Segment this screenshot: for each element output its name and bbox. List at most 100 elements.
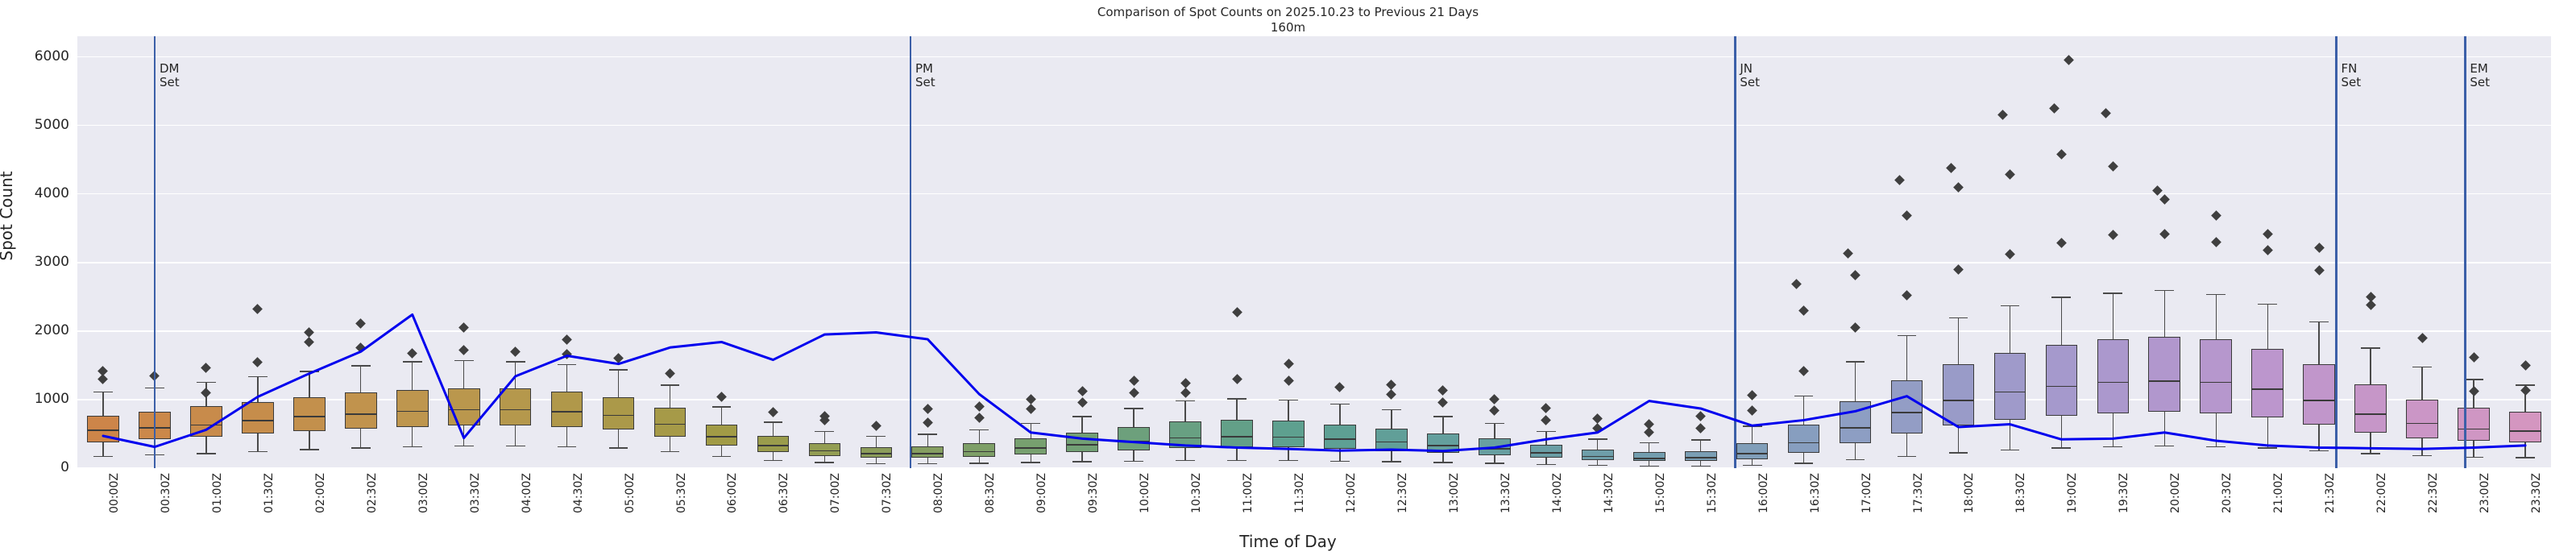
x-tick-label: 13:30Z — [1499, 473, 1512, 513]
whisker-cap — [1021, 422, 1041, 425]
whisker — [1751, 425, 1753, 444]
whisker — [2215, 293, 2217, 340]
x-tick-label: 13:00Z — [1447, 473, 1461, 513]
whisker — [1081, 416, 1083, 433]
box — [447, 388, 480, 426]
box — [1736, 443, 1769, 459]
whisker — [1391, 409, 1392, 429]
x-tick-label: 11:00Z — [1242, 473, 1255, 513]
box — [2458, 408, 2490, 441]
whisker-cap — [1845, 458, 1865, 461]
box — [757, 436, 790, 452]
whisker — [2267, 417, 2268, 448]
whisker — [2421, 438, 2423, 455]
x-tick-label: 20:00Z — [2169, 473, 2183, 513]
whisker — [1133, 450, 1135, 461]
whisker-cap — [2309, 321, 2329, 323]
whisker — [1957, 317, 1960, 364]
median-line — [2200, 381, 2233, 384]
whisker-cap — [1021, 462, 1041, 463]
whisker-cap — [711, 455, 732, 458]
box — [653, 408, 687, 437]
box — [1581, 450, 1614, 460]
x-tick-label: 22:00Z — [2375, 473, 2389, 513]
whisker-cap — [1484, 422, 1504, 425]
whisker — [1133, 408, 1135, 427]
whisker — [1802, 395, 1805, 425]
median-line — [1632, 458, 1665, 459]
whisker — [978, 456, 980, 463]
whisker — [823, 431, 826, 444]
whisker-cap — [1587, 438, 1607, 440]
x-tick-label: 11:30Z — [1293, 473, 1307, 513]
whisker-cap — [1433, 462, 1453, 463]
median-line — [1993, 391, 2026, 393]
marker-line — [2464, 36, 2466, 468]
whisker — [1854, 443, 1856, 459]
whisker-cap — [2258, 447, 2278, 449]
whisker-cap — [1948, 317, 1968, 319]
whisker-cap — [557, 363, 577, 366]
whisker — [1545, 458, 1547, 464]
x-tick-label: 20:30Z — [2221, 473, 2234, 513]
x-axis-label: Time of Day — [1239, 532, 1337, 551]
whisker — [617, 369, 620, 397]
x-tick-label: 08:30Z — [984, 473, 998, 513]
x-tick-label: 01:30Z — [262, 473, 276, 513]
y-tick-label: 1000 — [34, 390, 69, 407]
median-line — [602, 414, 635, 417]
x-tick-label: 21:30Z — [2324, 473, 2337, 513]
whisker-cap — [2516, 457, 2535, 458]
box — [550, 391, 583, 427]
x-tick-label: 05:00Z — [623, 473, 637, 513]
whisker — [1391, 450, 1392, 462]
whisker — [1339, 449, 1341, 461]
x-tick-label: 15:00Z — [1653, 473, 1667, 513]
whisker-cap — [93, 455, 113, 458]
whisker-cap — [918, 433, 938, 435]
box — [499, 388, 532, 426]
median-line — [1479, 448, 1511, 450]
whisker-cap — [196, 381, 216, 384]
box — [1014, 438, 1047, 454]
current-day-line-overlay — [102, 313, 2527, 453]
box — [2406, 399, 2438, 438]
whisker-cap — [2051, 447, 2072, 449]
x-tick-label: 07:00Z — [829, 473, 843, 513]
box — [2251, 348, 2284, 418]
whisker — [2524, 384, 2526, 413]
marker-line — [909, 36, 912, 468]
chart-subtitle: 160m — [1270, 20, 1306, 35]
whisker — [720, 445, 723, 456]
whisker — [2163, 289, 2165, 337]
whisker-cap — [711, 406, 732, 408]
x-tick-label: 04:30Z — [571, 473, 585, 513]
x-tick-label: 09:30Z — [1087, 473, 1101, 513]
whisker-cap — [2464, 379, 2483, 380]
y-tick-label: 6000 — [34, 48, 69, 64]
whisker-cap — [608, 369, 628, 371]
whisker-cap — [1072, 416, 1093, 417]
whisker — [1236, 398, 1238, 421]
grid-line — [77, 261, 2551, 263]
whisker-cap — [2155, 289, 2175, 292]
whisker — [2163, 412, 2165, 446]
box — [911, 446, 944, 458]
grid-line — [77, 56, 2551, 58]
box — [1684, 450, 1717, 462]
whisker — [205, 436, 207, 454]
median-line — [1684, 457, 1717, 458]
median-line — [963, 450, 996, 453]
whisker-cap — [763, 459, 783, 462]
median-line — [2303, 399, 2335, 401]
grid-line — [77, 467, 2551, 468]
whisker-cap — [1330, 460, 1350, 463]
box — [1890, 380, 1923, 434]
median-line — [1375, 441, 1408, 443]
whisker — [1957, 425, 1960, 453]
median-line — [653, 423, 687, 425]
box — [1942, 363, 1975, 426]
whisker-cap — [1124, 460, 1144, 463]
whisker — [1494, 454, 1495, 463]
whisker-cap — [763, 421, 783, 423]
